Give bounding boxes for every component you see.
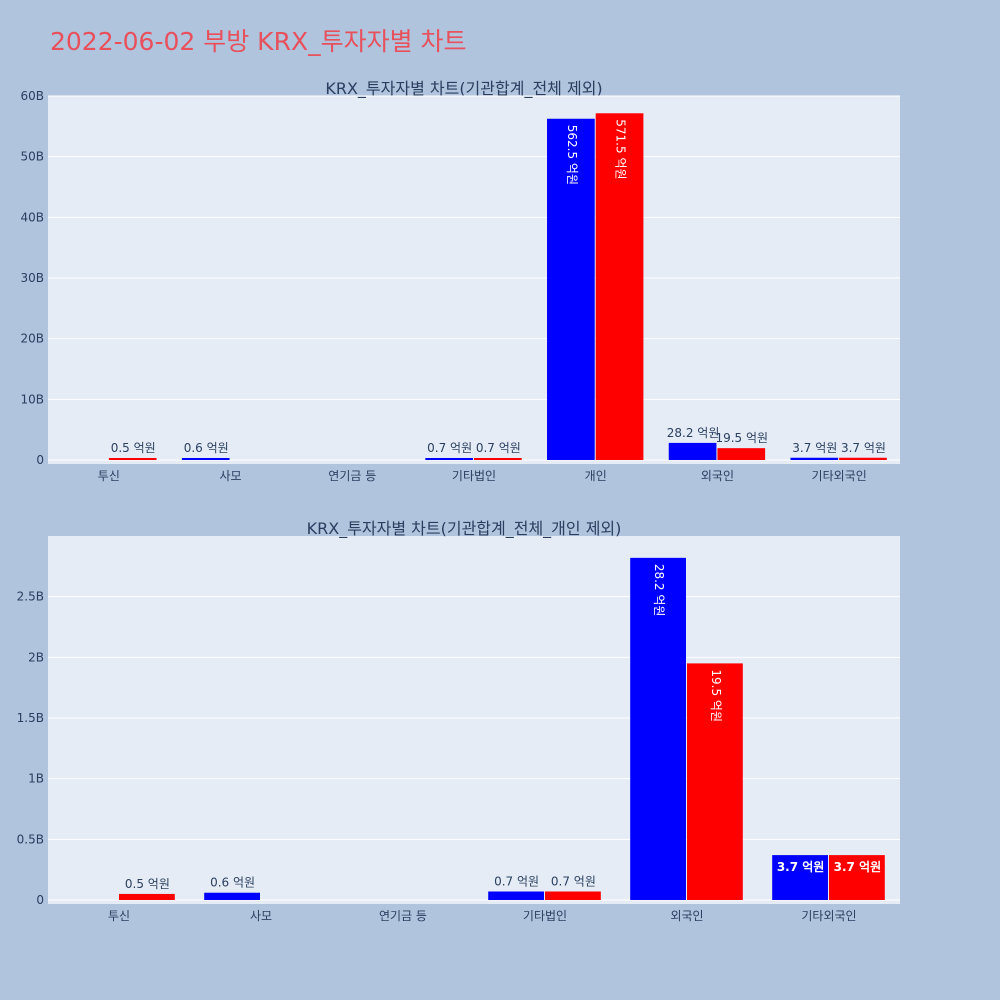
y-tick-label: 50B: [20, 150, 44, 164]
chart-all-investors: KRX_투자자별 차트(기관합계_전체 제외) 0 10B 20B 30B 40B 50B 6…: [20, 79, 900, 483]
bar: [474, 458, 522, 460]
x-tick-label: 개인: [585, 469, 607, 483]
bar: [668, 442, 717, 460]
plot-area: [48, 536, 900, 904]
plot-area: [48, 96, 900, 464]
bar: [717, 448, 766, 460]
bar: [772, 855, 828, 900]
page-title: 2022-06-02 부방 KRX_투자자별 차트: [50, 27, 467, 56]
x-tick-label: 기타법인: [523, 909, 567, 923]
y-tick-label: 20B: [20, 332, 44, 346]
x-tick-label: 외국인: [701, 469, 734, 483]
y-tick-label: 2.5B: [17, 590, 44, 604]
y-tick-label: 10B: [20, 392, 44, 406]
chart-excluding-individual: KRX_투자자별 차트(기관합계_전체_개인 제외) 0 0.5B 1B 1.5B 2B 2…: [17, 519, 900, 923]
chart-title: KRX_투자자별 차트(기관합계_전체 제외): [325, 79, 602, 99]
x-tick-label: 사모: [220, 469, 242, 483]
bar: [687, 663, 743, 900]
bar: [488, 891, 544, 900]
bar-value-label: 0.7 억원: [427, 441, 472, 455]
bar: [181, 458, 230, 460]
x-tick-label: 투신: [98, 469, 120, 483]
x-tick-label: 기타외국인: [812, 469, 867, 483]
bar-value-label: 3.7 억원: [834, 860, 882, 874]
bar-value-label: 3.7 억원: [792, 441, 837, 455]
bar-value-label: 0.5 억원: [111, 441, 156, 455]
bar-value-label: 0.7 억원: [476, 441, 521, 455]
bar-value-label: 3.7 억원: [777, 860, 825, 874]
bar: [790, 457, 839, 460]
y-tick-label: 1B: [28, 772, 44, 786]
x-tick-label: 기타외국인: [801, 909, 856, 923]
bar: [547, 118, 595, 460]
y-tick-label: 2B: [28, 650, 44, 664]
y-tick-label: 30B: [20, 271, 44, 285]
bar-value-label: 19.5 억원: [709, 669, 723, 722]
bar-value-label: 0.6 억원: [184, 441, 229, 455]
bar: [108, 458, 157, 460]
bar: [829, 855, 885, 900]
bar-value-label: 571.5 억원: [614, 119, 628, 179]
bar-value-label: 0.5 억원: [125, 877, 170, 891]
bar: [204, 892, 260, 900]
y-tick-label: 0: [36, 893, 44, 907]
y-tick-label: 40B: [20, 210, 44, 224]
bar: [839, 457, 887, 460]
x-tick-label: 투신: [108, 909, 130, 923]
bar-value-label: 0.6 억원: [210, 876, 255, 890]
bar-value-label: 19.5 억원: [715, 431, 768, 445]
y-tick-label: 0.5B: [17, 832, 44, 846]
bar-value-label: 0.7 억원: [494, 875, 539, 889]
x-tick-label: 연기금 등: [328, 469, 376, 483]
bar-value-label: 0.7 억원: [551, 875, 596, 889]
chart-title: KRX_투자자별 차트(기관합계_전체_개인 제외): [307, 519, 622, 539]
x-tick-label: 기타법인: [452, 469, 496, 483]
bar: [630, 557, 686, 900]
y-tick-label: 60B: [20, 89, 44, 103]
bar: [119, 893, 175, 900]
y-tick-label: 0: [36, 453, 44, 467]
bar-value-label: 3.7 억원: [841, 441, 886, 455]
x-tick-label: 사모: [250, 909, 272, 923]
bar-value-label: 28.2 억원: [652, 564, 666, 617]
x-tick-label: 외국인: [670, 909, 703, 923]
x-tick-label: 연기금 등: [379, 909, 427, 923]
bar: [595, 113, 644, 460]
bar-value-label: 562.5 억원: [565, 125, 579, 185]
bar: [425, 458, 473, 460]
bar: [545, 891, 601, 900]
bar-value-label: 28.2 억원: [667, 426, 720, 440]
y-tick-label: 1.5B: [17, 711, 44, 725]
